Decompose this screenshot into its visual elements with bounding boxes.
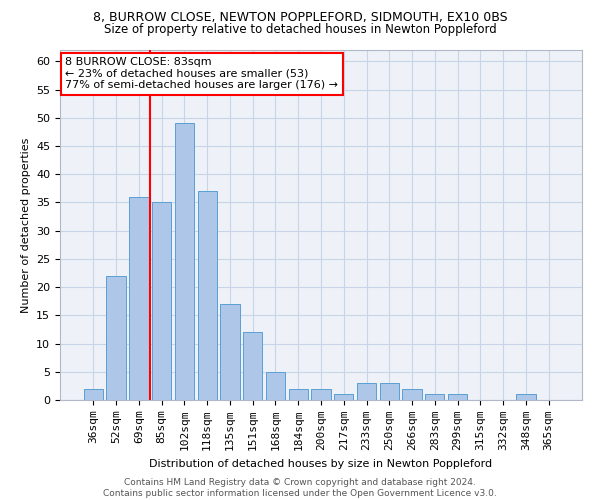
Bar (516, 394, 536, 400)
Bar (197, 191, 217, 400)
X-axis label: Distribution of detached houses by size in Newton Poppleford: Distribution of detached houses by size … (149, 458, 493, 468)
Bar (220, 304, 239, 400)
Bar (152, 202, 172, 400)
Bar (266, 372, 285, 400)
Bar (357, 383, 376, 400)
Bar (106, 276, 126, 400)
Bar (425, 394, 445, 400)
Bar (380, 383, 399, 400)
Y-axis label: Number of detached properties: Number of detached properties (20, 138, 31, 312)
Bar (311, 388, 331, 400)
Bar (403, 388, 422, 400)
Text: Contains HM Land Registry data © Crown copyright and database right 2024.
Contai: Contains HM Land Registry data © Crown c… (103, 478, 497, 498)
Bar (289, 388, 308, 400)
Text: 8 BURROW CLOSE: 83sqm
← 23% of detached houses are smaller (53)
77% of semi-deta: 8 BURROW CLOSE: 83sqm ← 23% of detached … (65, 57, 338, 90)
Bar (334, 394, 353, 400)
Bar (84, 388, 103, 400)
Bar (448, 394, 467, 400)
Text: Size of property relative to detached houses in Newton Poppleford: Size of property relative to detached ho… (104, 22, 496, 36)
Bar (129, 197, 149, 400)
Bar (175, 124, 194, 400)
Text: 8, BURROW CLOSE, NEWTON POPPLEFORD, SIDMOUTH, EX10 0BS: 8, BURROW CLOSE, NEWTON POPPLEFORD, SIDM… (92, 11, 508, 24)
Bar (243, 332, 262, 400)
